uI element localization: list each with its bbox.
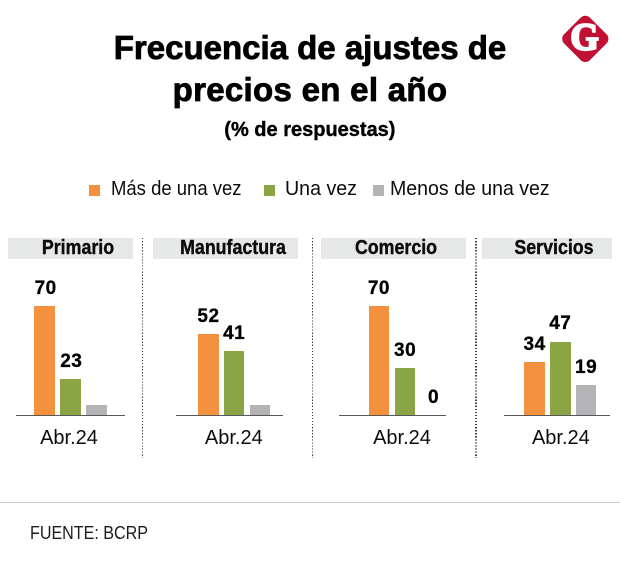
svg-text:G: G [570, 17, 598, 59]
